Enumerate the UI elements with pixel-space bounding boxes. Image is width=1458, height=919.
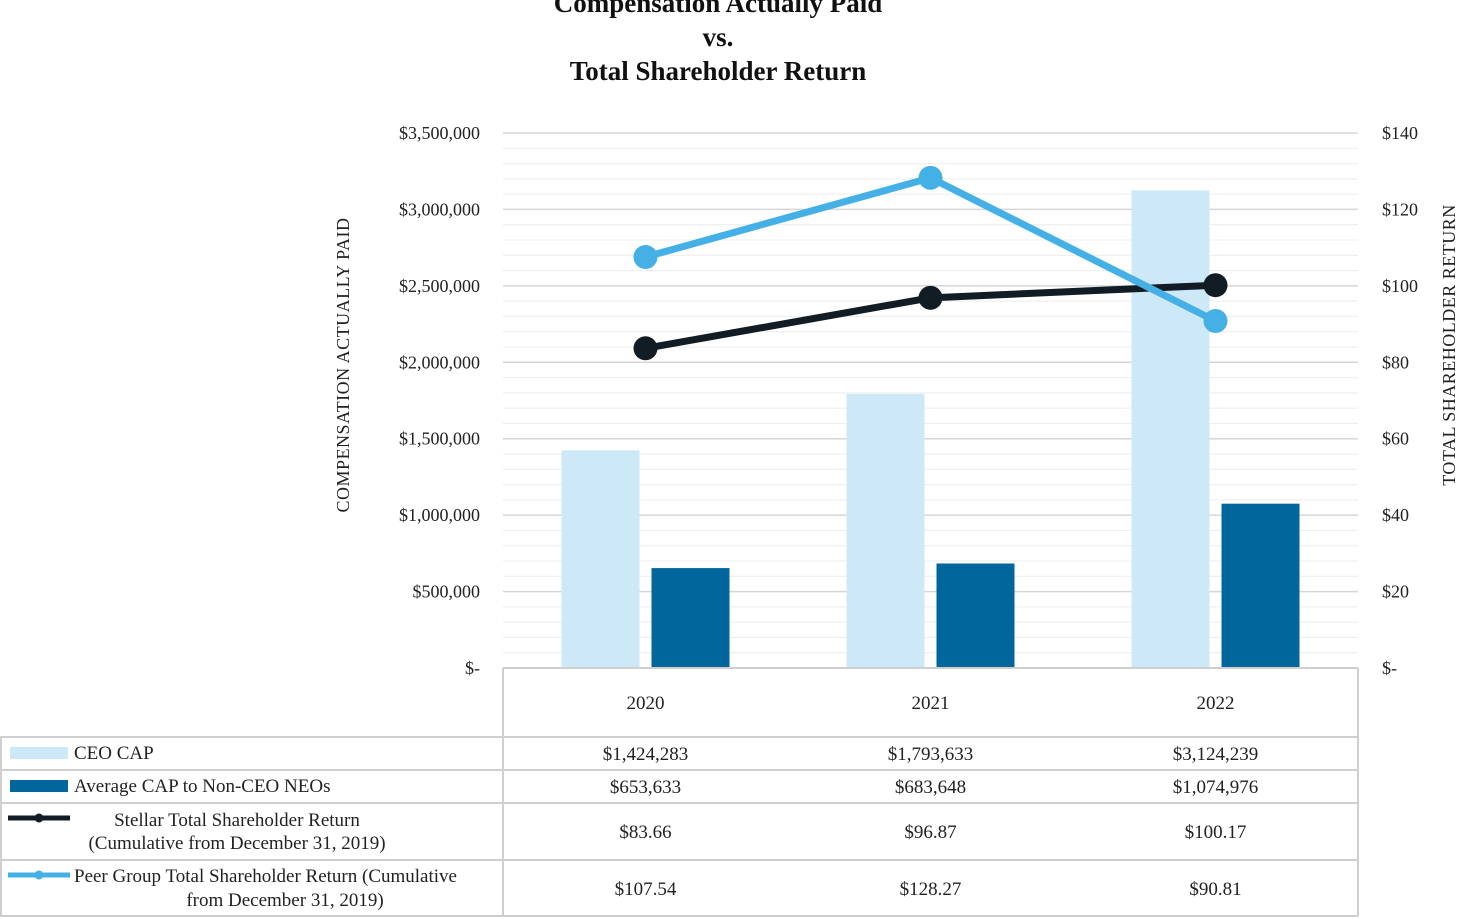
- right-axis-tick-label: $20: [1382, 582, 1409, 602]
- left-axis-title: COMPENSATION ACTUALLY PAID: [333, 218, 353, 513]
- table-cell-value: $683,648: [895, 777, 966, 798]
- peer-tsr-point: [633, 245, 658, 270]
- table-cell-value: $3,124,239: [1173, 744, 1259, 765]
- legend-label: (Cumulative from December 31, 2019): [88, 833, 385, 854]
- table-cell-value: $100.17: [1185, 822, 1247, 843]
- table-cell-value: $107.54: [615, 879, 677, 900]
- stellar-tsr-point: [633, 336, 658, 361]
- legend-key-swatch: [10, 747, 68, 759]
- ceo-cap-bar: [846, 393, 925, 668]
- left-axis-tick-label: $2,000,000: [399, 352, 480, 372]
- stellar-tsr-point: [918, 285, 943, 310]
- stellar-tsr-point: [1203, 273, 1228, 298]
- left-axis-tick-label: $3,000,000: [399, 199, 480, 219]
- category-label: 2020: [627, 693, 665, 714]
- right-axis-tick-label: $120: [1382, 199, 1418, 219]
- neo-cap-bar: [651, 568, 730, 668]
- table-cell-value: $1,424,283: [603, 744, 689, 765]
- category-label: 2022: [1197, 693, 1235, 714]
- ceo-cap-bar: [1131, 190, 1210, 669]
- legend-label: CEO CAP: [74, 743, 154, 764]
- legend-label: from December 31, 2019): [186, 890, 383, 911]
- right-axis-tick-label: $60: [1382, 429, 1409, 449]
- neo-cap-bar: [936, 563, 1015, 668]
- table-cell-value: $1,793,633: [888, 744, 974, 765]
- table-cell-value: $83.66: [619, 822, 671, 843]
- left-axis-tick-label: $1,500,000: [399, 429, 480, 449]
- left-axis-tick-label: $500,000: [413, 582, 481, 602]
- table-cell-value: $96.87: [904, 822, 956, 843]
- legend-label: Peer Group Total Shareholder Return (Cum…: [74, 866, 457, 887]
- right-axis-tick-label: $40: [1382, 505, 1409, 525]
- table-cell-value: $128.27: [900, 879, 962, 900]
- category-label: 2021: [912, 693, 950, 714]
- ceo-cap-bar: [561, 450, 640, 668]
- legend-label: Average CAP to Non-CEO NEOs: [74, 776, 330, 797]
- chart-title-line: Total Shareholder Return: [570, 56, 867, 86]
- left-axis-tick-label: $-: [465, 658, 480, 678]
- right-axis-title: TOTAL SHAREHOLDER RETURN: [1439, 204, 1458, 486]
- chart-title-line: Compensation Actually Paid: [554, 0, 883, 18]
- legend-key-swatch: [10, 780, 68, 792]
- left-axis-tick-label: $1,000,000: [399, 505, 480, 525]
- neo-cap-bar: [1221, 503, 1300, 668]
- right-axis-tick-label: $100: [1382, 276, 1418, 296]
- table-cell-value: $90.81: [1189, 879, 1241, 900]
- left-axis-tick-label: $2,500,000: [399, 276, 480, 296]
- peer-tsr-point: [918, 165, 943, 190]
- legend-key-marker: [34, 870, 44, 880]
- table-cell-value: $1,074,976: [1173, 777, 1259, 798]
- table-cell-value: $653,633: [610, 777, 681, 798]
- right-axis-tick-label: $80: [1382, 352, 1409, 372]
- left-axis-tick-label: $3,500,000: [399, 123, 480, 143]
- legend-key-marker: [34, 813, 44, 823]
- right-axis-tick-label: $140: [1382, 123, 1418, 143]
- legend-label: Stellar Total Shareholder Return: [114, 810, 360, 831]
- right-axis-tick-label: $-: [1382, 658, 1397, 678]
- chart-title-line: vs.: [703, 22, 734, 52]
- peer-tsr-point: [1203, 308, 1228, 333]
